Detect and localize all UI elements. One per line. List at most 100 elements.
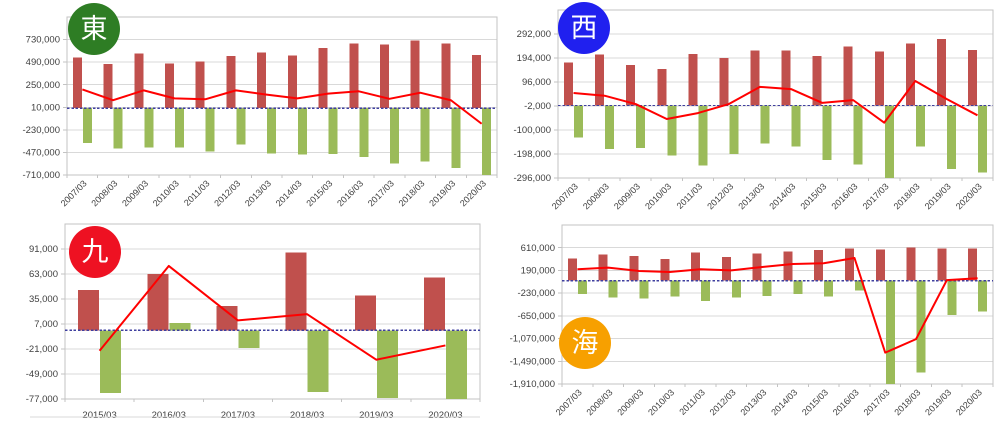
axis-ticks: [554, 33, 994, 181]
chart-svg-east: 730,000 490,000 250,000 10,000 -230,000 -470,…: [22, 16, 498, 208]
chart-svg-sea: 610,000 190,000 -230,000 -650,000 -1,070,000…: [510, 224, 994, 417]
svg-text:2017/03: 2017/03: [862, 387, 892, 417]
badge-west: 西: [558, 2, 610, 54]
svg-text:-1,490,000: -1,490,000: [510, 356, 555, 367]
svg-text:-230,000: -230,000: [517, 288, 555, 299]
svg-text:2011/03: 2011/03: [677, 387, 707, 417]
svg-text:2016/03: 2016/03: [335, 178, 365, 208]
svg-text:2017/03: 2017/03: [861, 181, 891, 211]
badge-sea: 海: [559, 317, 611, 369]
positive-bars: [78, 252, 445, 331]
svg-text:2012/03: 2012/03: [212, 178, 242, 208]
svg-text:610,000: 610,000: [521, 243, 555, 254]
svg-text:194,000: 194,000: [517, 53, 551, 64]
x-axis-labels: 2007/03 2008/03 2009/03 2010/03 2011/03 2012/…: [554, 387, 984, 417]
svg-text:-77,000: -77,000: [26, 394, 58, 405]
svg-text:490,000: 490,000: [26, 57, 60, 68]
svg-text:2018/03: 2018/03: [290, 410, 324, 421]
gridlines: [65, 248, 480, 400]
negative-bars: [82, 108, 492, 175]
svg-text:63,000: 63,000: [29, 269, 58, 280]
svg-text:-21,000: -21,000: [26, 344, 58, 355]
negative-bars: [577, 280, 988, 384]
badge-kyushu: 九: [69, 226, 121, 278]
axis-ticks: [63, 39, 498, 178]
y-axis-labels: 610,000 190,000 -230,000 -650,000 -1,070,000…: [510, 243, 555, 390]
positive-bars: [72, 40, 482, 109]
svg-text:2008/03: 2008/03: [89, 178, 119, 208]
axis-ticks: [61, 248, 481, 402]
x-axis-labels: 2015/03 2016/03 2017/03 2018/03 2019/03 2020/…: [82, 410, 462, 421]
svg-text:-49,000: -49,000: [26, 369, 58, 380]
svg-text:2012/03: 2012/03: [708, 387, 738, 417]
gridlines: [67, 39, 497, 176]
svg-text:2011/03: 2011/03: [675, 181, 705, 211]
svg-text:730,000: 730,000: [26, 35, 60, 46]
svg-text:2017/03: 2017/03: [366, 178, 396, 208]
chart-svg-west: 292,000 194,000 96,000 -2,000 -100,000 -198,0…: [513, 9, 994, 211]
negative-bars: [100, 323, 467, 399]
svg-text:96,000: 96,000: [522, 77, 551, 88]
svg-text:2007/03: 2007/03: [554, 387, 584, 417]
svg-text:35,000: 35,000: [29, 294, 58, 305]
plot-border: [557, 9, 994, 179]
svg-text:-1,910,000: -1,910,000: [510, 379, 555, 390]
svg-text:2018/03: 2018/03: [892, 387, 922, 417]
svg-text:2020/03: 2020/03: [954, 387, 984, 417]
badge-east: 東: [68, 3, 120, 55]
svg-text:2013/03: 2013/03: [243, 178, 273, 208]
svg-text:2015/03: 2015/03: [82, 410, 116, 421]
positive-bars: [564, 39, 977, 106]
chart-svg-kyushu: 91,000 63,000 35,000 7,000 -21,000 -49,000 -77…: [26, 223, 481, 421]
svg-text:2019/03: 2019/03: [427, 178, 457, 208]
svg-text:2009/03: 2009/03: [612, 181, 642, 211]
svg-text:-296,000: -296,000: [513, 173, 551, 184]
trend-line: [577, 256, 978, 354]
svg-text:2014/03: 2014/03: [769, 387, 799, 417]
svg-text:2020/03: 2020/03: [458, 178, 488, 208]
svg-text:2019/03: 2019/03: [923, 387, 953, 417]
svg-text:-470,000: -470,000: [22, 147, 60, 158]
svg-text:-2,000: -2,000: [524, 101, 551, 112]
svg-text:10,000: 10,000: [31, 102, 60, 113]
svg-text:-100,000: -100,000: [513, 125, 551, 136]
svg-text:190,000: 190,000: [521, 265, 555, 276]
svg-text:2013/03: 2013/03: [738, 387, 768, 417]
svg-text:2009/03: 2009/03: [615, 387, 645, 417]
svg-text:91,000: 91,000: [29, 244, 58, 255]
svg-text:2008/03: 2008/03: [585, 387, 615, 417]
svg-text:2016/03: 2016/03: [152, 410, 186, 421]
svg-text:-230,000: -230,000: [22, 125, 60, 136]
svg-text:2014/03: 2014/03: [274, 178, 304, 208]
y-axis-labels: 91,000 63,000 35,000 7,000 -21,000 -49,000 -77…: [26, 244, 58, 405]
svg-text:-198,000: -198,000: [513, 149, 551, 160]
svg-text:2010/03: 2010/03: [646, 387, 676, 417]
svg-text:2008/03: 2008/03: [581, 181, 611, 211]
trend-line: [573, 80, 978, 124]
chart-panel-sea: 610,000 190,000 -230,000 -650,000 -1,070,000…: [500, 219, 1000, 437]
svg-text:2020/03: 2020/03: [954, 181, 984, 211]
plot-border: [64, 223, 481, 400]
svg-text:2012/03: 2012/03: [705, 181, 735, 211]
svg-text:-710,000: -710,000: [22, 170, 60, 181]
chart-panel-west: 292,000 194,000 96,000 -2,000 -100,000 -198,0…: [500, 0, 1000, 219]
positive-bars: [567, 247, 978, 281]
svg-text:2019/03: 2019/03: [359, 410, 393, 421]
trend-line: [82, 88, 483, 125]
svg-text:2010/03: 2010/03: [643, 181, 673, 211]
svg-text:2015/03: 2015/03: [798, 181, 828, 211]
svg-text:2018/03: 2018/03: [397, 178, 427, 208]
svg-text:2010/03: 2010/03: [151, 178, 181, 208]
svg-text:7,000: 7,000: [34, 319, 58, 330]
svg-text:2019/03: 2019/03: [923, 181, 953, 211]
x-axis-labels: 2007/03 2008/03 2009/03 2010/03 2011/03 2012/…: [59, 178, 488, 208]
svg-text:2011/03: 2011/03: [182, 178, 212, 208]
svg-text:2017/03: 2017/03: [221, 410, 255, 421]
svg-text:2016/03: 2016/03: [831, 387, 861, 417]
y-axis-labels: 730,000 490,000 250,000 10,000 -230,000 -470,…: [22, 35, 60, 181]
svg-text:2018/03: 2018/03: [892, 181, 922, 211]
svg-text:2007/03: 2007/03: [550, 181, 580, 211]
negative-bars: [574, 105, 987, 178]
svg-text:-1,070,000: -1,070,000: [510, 334, 555, 345]
